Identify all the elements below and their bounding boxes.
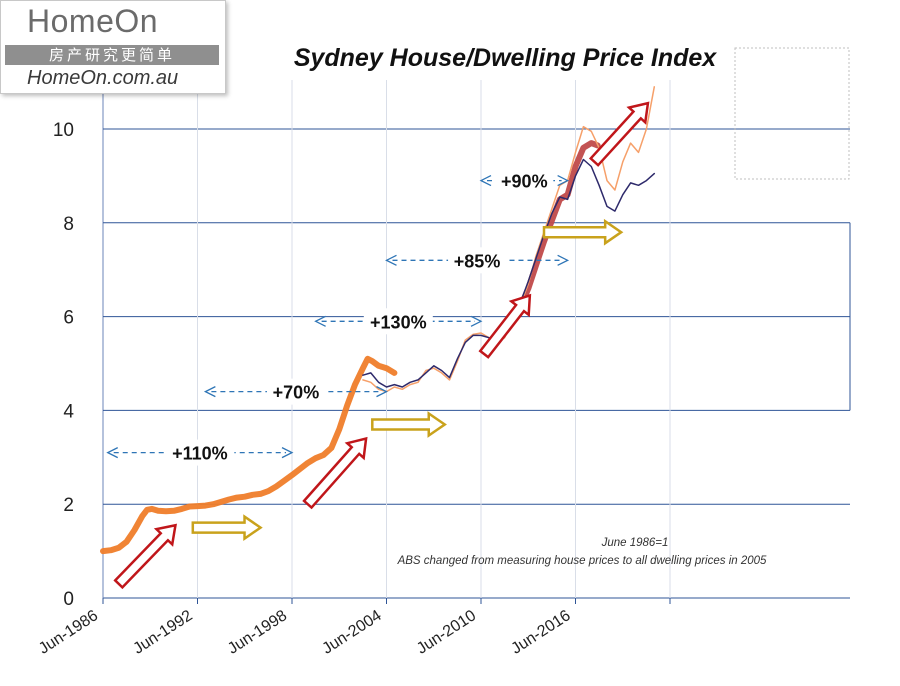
flat-arrow-1 [191,514,263,541]
flat-arrow-5 [542,218,624,246]
growth-label: +85% [454,251,501,271]
growth-span-head-right [470,315,483,327]
growth-label-bg [495,167,554,194]
growth-label-bg [448,247,507,274]
series-line-1 [517,140,601,311]
flat-arrow-3 [371,411,447,438]
logo-tagline: 房产研究更简单 [5,45,219,65]
note-base: June 1986=1 [601,537,669,549]
y-axis-ticks: 0 2 4 6 8 10 [53,120,75,610]
rising-arrow-2 [302,436,368,510]
growth-label-bg [165,439,235,466]
rising-arrow-6 [588,101,650,167]
homeon-logo: HomeOn 房产研究更简单 HomeOn.com.au [0,0,226,94]
y-tick-label: 8 [63,214,74,235]
x-tick-label: Jun-1998 [225,607,290,658]
growth-span-head-left [385,254,397,266]
growth-label: +90% [501,172,548,192]
growth-label-bg [363,308,433,335]
x-tick-label: Jun-2004 [319,607,384,658]
growth-label: +130% [370,312,427,332]
note-abs-change: ABS changed from measuring house prices … [397,555,767,567]
growth-span-head-right [376,386,388,398]
rising-arrow-0 [113,523,177,590]
grid [102,47,851,604]
growth-span-head-left [203,386,216,398]
rising-arrow-4 [478,293,532,359]
growth-span-head-left [314,315,326,327]
x-tick-label: Jun-1986 [36,607,101,658]
y-tick-label: 6 [63,308,74,329]
x-tick-label: Jun-1992 [130,607,195,658]
x-axis-ticks: Jun-1986 Jun-1992 Jun-1998 Jun-2004 Jun-2010… [36,607,574,658]
growth-label: +70% [273,383,320,403]
growth-span-head-right [557,254,570,266]
logo-name: HomeOn [27,3,159,39]
x-tick-label: Jun-2016 [508,607,573,658]
y-tick-label: 4 [63,401,74,422]
y-tick-label: 0 [63,589,74,610]
y-tick-label: 2 [63,495,74,516]
inset-frame [734,47,850,180]
growth-span-head-left [106,447,119,459]
growth-label: +110% [172,444,228,464]
growth-span-head-right [557,175,570,187]
y-tick-label: 10 [53,120,74,141]
growth-annotations: +110% +70% +130% +85% +90% [106,167,570,466]
series-line-2 [362,158,656,388]
chart-title: Sydney House/Dwelling Price Index [294,44,717,72]
growth-span-head-right [281,447,294,459]
growth-label-bg [266,378,325,405]
growth-span-head-left [479,175,492,187]
trend-arrows [113,101,650,590]
x-tick-label: Jun-2010 [414,607,479,658]
series-line-0 [100,355,398,555]
logo-url: HomeOn.com.au [27,67,179,89]
